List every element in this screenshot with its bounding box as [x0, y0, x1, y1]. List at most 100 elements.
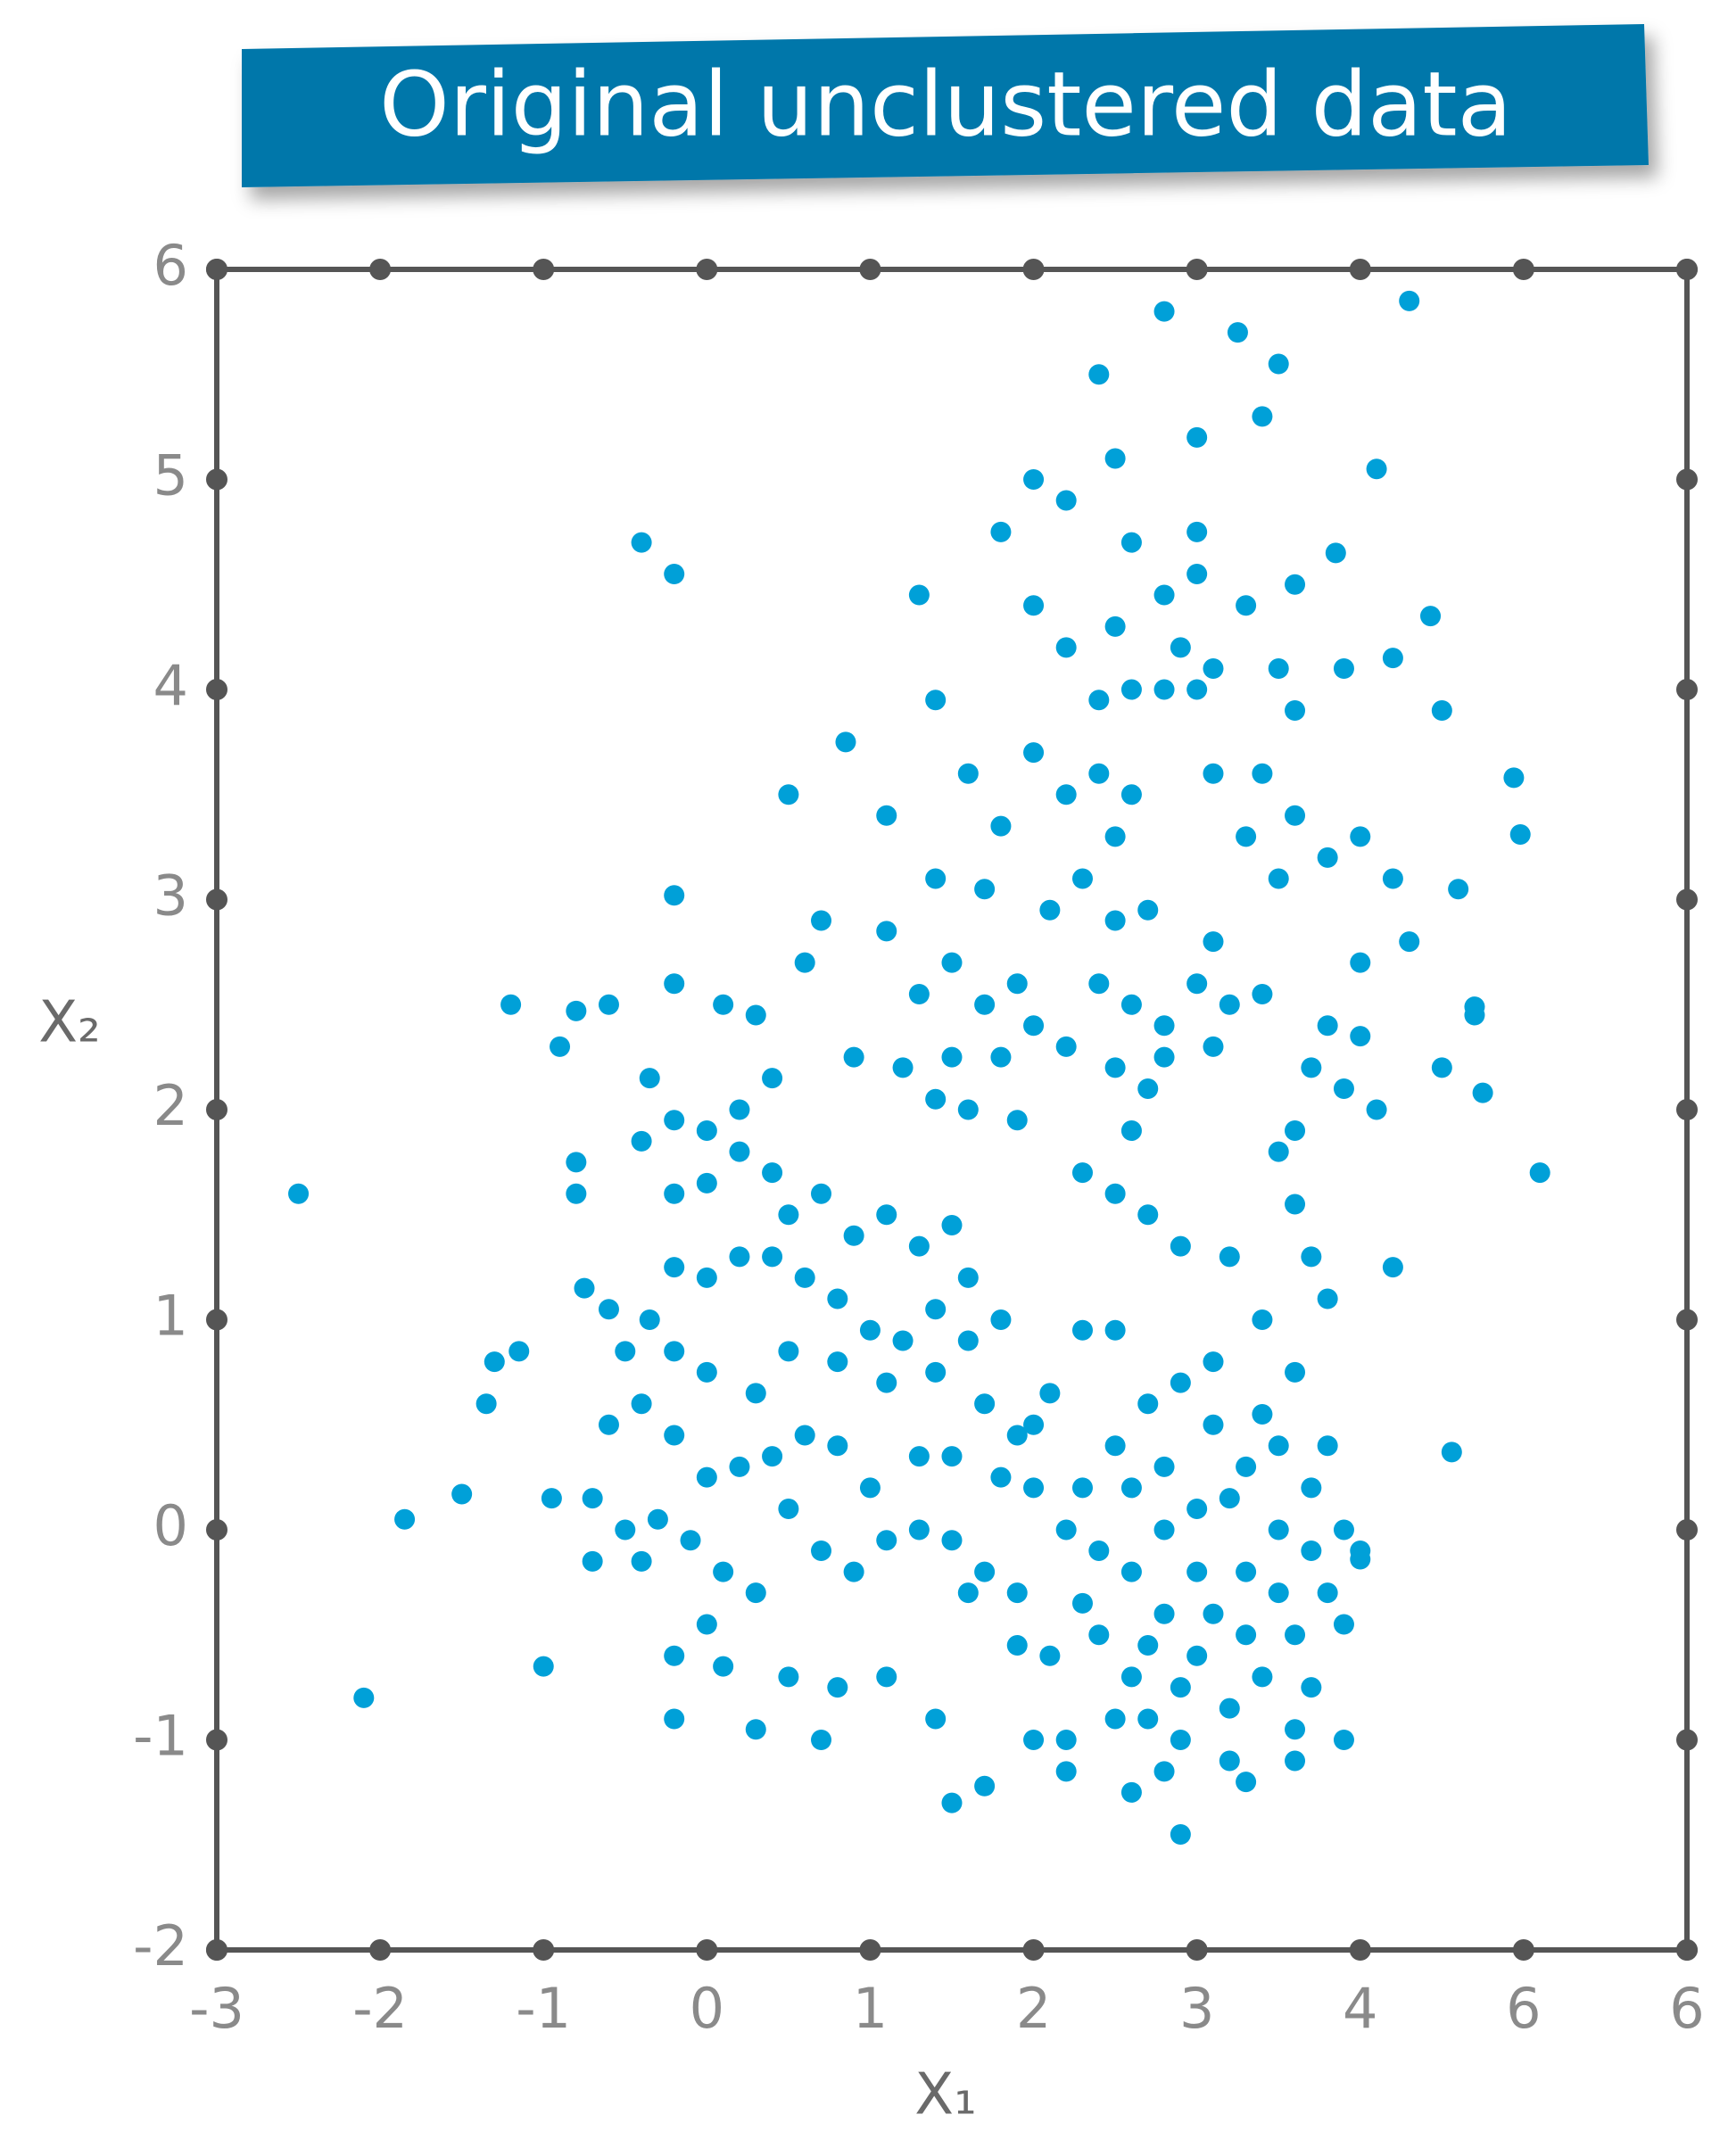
- x-tick-mark-top: [1022, 259, 1045, 280]
- data-point: [1055, 1519, 1077, 1541]
- data-point: [1055, 490, 1077, 511]
- data-point: [696, 1120, 717, 1142]
- x-tick-label: -2: [352, 1976, 408, 2041]
- data-point: [1399, 290, 1420, 311]
- x-tick-label: 4: [1343, 1976, 1377, 2041]
- data-point: [1186, 521, 1208, 542]
- data-point: [1301, 1477, 1322, 1499]
- data-point: [1317, 1435, 1338, 1457]
- x-tick-label: 0: [690, 1976, 724, 2041]
- data-point: [811, 910, 832, 931]
- data-point: [876, 1666, 897, 1688]
- data-point: [1104, 615, 1126, 637]
- data-point: [1186, 563, 1208, 584]
- data-point: [957, 1582, 979, 1604]
- data-point: [1382, 648, 1403, 669]
- data-point: [1137, 1078, 1159, 1099]
- data-point: [990, 521, 1012, 542]
- data-point: [1104, 1183, 1126, 1204]
- data-point: [990, 815, 1012, 837]
- data-point: [696, 1361, 717, 1383]
- data-point: [990, 1046, 1012, 1068]
- data-point: [1285, 1361, 1306, 1383]
- data-point: [745, 1719, 766, 1740]
- data-point: [1509, 823, 1531, 845]
- data-point: [835, 731, 856, 753]
- data-point: [908, 983, 930, 1004]
- y-tick-mark: [206, 259, 227, 280]
- data-point: [1137, 899, 1159, 921]
- data-point: [1219, 994, 1240, 1015]
- data-point: [908, 584, 930, 606]
- data-point: [892, 1057, 914, 1078]
- data-point: [778, 1341, 799, 1362]
- data-point: [1153, 301, 1175, 322]
- data-point: [1120, 1781, 1142, 1803]
- data-point: [1203, 657, 1224, 679]
- data-point: [1055, 1036, 1077, 1057]
- data-point: [1285, 700, 1306, 722]
- data-point: [778, 1204, 799, 1226]
- data-point: [1252, 763, 1273, 784]
- data-point: [1420, 606, 1442, 627]
- x-tick-mark-top: [859, 259, 881, 280]
- data-point: [762, 1162, 783, 1184]
- data-point: [811, 1730, 832, 1750]
- x-tick-label: 3: [1179, 1976, 1214, 2041]
- x-tick-mark: [859, 1939, 881, 1961]
- data-point: [1055, 1761, 1077, 1782]
- data-point: [745, 1582, 766, 1604]
- data-point: [762, 1246, 783, 1268]
- data-point: [1268, 1582, 1289, 1604]
- data-point: [1023, 1015, 1045, 1037]
- y-tick-mark-right: [1676, 1729, 1698, 1751]
- data-point: [541, 1488, 562, 1509]
- data-point: [1186, 1561, 1208, 1582]
- data-point: [1055, 1730, 1077, 1750]
- data-point: [794, 1267, 815, 1288]
- y-tick-mark: [206, 1729, 227, 1751]
- x-tick-mark: [1022, 1939, 1045, 1961]
- data-point: [1088, 973, 1110, 995]
- y-tick-mark-right: [1676, 468, 1698, 491]
- data-point: [957, 1099, 979, 1120]
- data-point: [1186, 1645, 1208, 1666]
- data-point: [500, 994, 522, 1015]
- data-point: [1203, 1414, 1224, 1435]
- data-point: [925, 1708, 947, 1730]
- data-point: [778, 1666, 799, 1688]
- data-point: [1350, 1026, 1371, 1047]
- data-point: [1170, 1372, 1191, 1393]
- data-point: [664, 973, 685, 995]
- data-point: [1170, 1823, 1191, 1845]
- y-tick-label: 0: [153, 1493, 188, 1558]
- data-point: [1325, 542, 1346, 564]
- data-point: [974, 879, 996, 900]
- data-point: [566, 1000, 587, 1021]
- x-tick-label: -3: [189, 1976, 244, 2041]
- data-point: [1071, 1319, 1093, 1341]
- data-point: [353, 1687, 375, 1708]
- data-point: [957, 763, 979, 784]
- data-point: [696, 1267, 717, 1288]
- x-tick-mark: [1186, 1939, 1208, 1961]
- data-point: [1186, 426, 1208, 448]
- y-tick-label: 2: [153, 1073, 188, 1138]
- title-banner: [242, 24, 1649, 187]
- data-point: [1088, 690, 1110, 711]
- data-point: [598, 994, 619, 1015]
- y-tick-mark: [206, 468, 227, 491]
- data-point: [1120, 1120, 1142, 1142]
- data-point: [1252, 1309, 1273, 1330]
- data-point: [1236, 1561, 1257, 1582]
- data-point: [729, 1456, 750, 1477]
- y-tick-mark: [206, 1309, 227, 1331]
- data-point: [925, 1361, 947, 1383]
- x-tick-label: 6: [1506, 1976, 1541, 2041]
- data-point: [876, 805, 897, 826]
- data-point: [664, 1110, 685, 1131]
- x-tick-label: 6: [1669, 1976, 1704, 2041]
- data-point: [1023, 1414, 1045, 1435]
- data-point: [1236, 595, 1257, 616]
